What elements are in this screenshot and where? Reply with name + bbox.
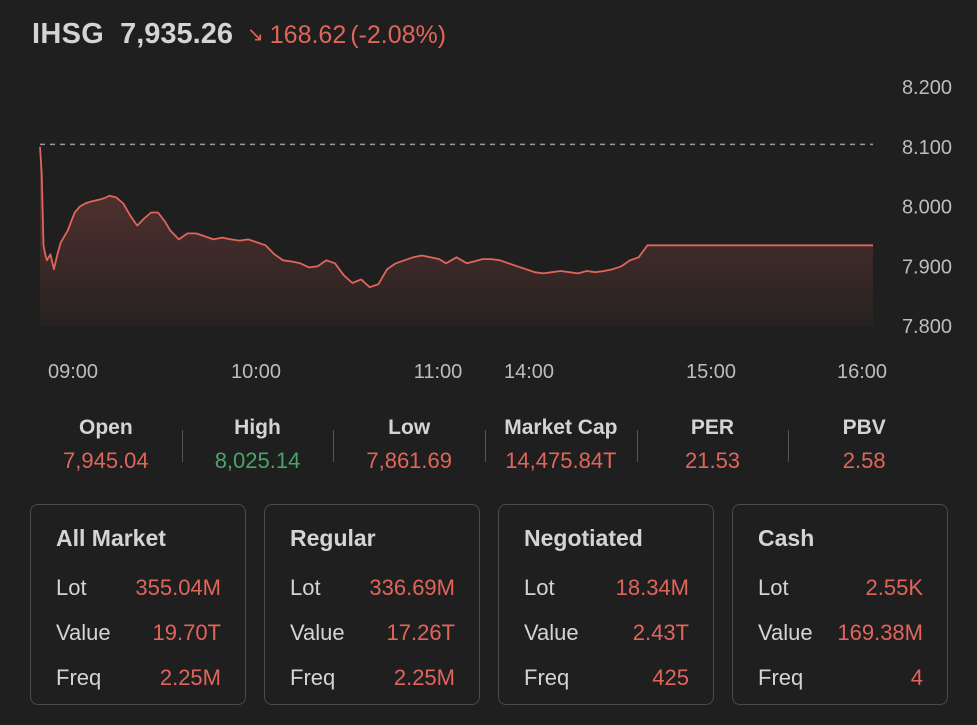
card-title: Regular (290, 525, 376, 551)
change-percent: (-2.08%) (350, 21, 447, 49)
row-value: 355.04M (135, 574, 221, 600)
row-value: 18.34M (615, 574, 689, 600)
x-tick-label: 15:00 (686, 361, 736, 383)
row-label: Lot (290, 574, 321, 600)
row-value: 2.55K (865, 574, 924, 600)
card-row-value: Value 169.38M (758, 610, 923, 655)
stat-market-cap: Market Cap 14,475.84T (485, 412, 637, 476)
card-title: Cash (758, 525, 815, 551)
row-value: 425 (652, 664, 689, 690)
x-tick-label: 11:00 (414, 361, 463, 383)
row-value: 336.69M (369, 574, 455, 600)
card-regular: Regular Lot 336.69M Value 17.26T Freq 2.25M (264, 504, 480, 705)
card-row-freq: Freq 4 (758, 655, 923, 700)
y-axis: 8.200 8.100 8.000 7.900 7.800 (902, 77, 952, 338)
card-title: All Market (56, 525, 166, 551)
card-row-freq: Freq 2.25M (56, 655, 221, 700)
market-cards: All Market Lot 355.04M Value 19.70T Freq 2.… (30, 504, 948, 705)
row-label: Value (524, 619, 579, 645)
row-label: Freq (524, 664, 570, 690)
card-row-lot: Lot 355.04M (56, 565, 221, 610)
card-row-lot: Lot 2.55K (758, 565, 923, 610)
stat-value: 14,475.84T (505, 448, 617, 473)
row-label: Value (290, 619, 345, 645)
x-axis: 09:00 10:00 11:00 14:00 15:00 16:00 (48, 361, 887, 383)
y-tick-label: 8.100 (902, 137, 952, 159)
ticker-symbol: IHSG (32, 18, 105, 50)
y-tick-label: 8.000 (902, 197, 952, 219)
stat-label: Open (79, 416, 133, 439)
row-label: Freq (758, 664, 804, 690)
card-title: Negotiated (524, 525, 643, 551)
stat-high: High 8,025.14 (181, 412, 334, 476)
stat-low: Low 7,861.69 (333, 412, 485, 476)
y-tick-label: 7.800 (902, 316, 952, 338)
arrow-down-right-icon: ↘ (247, 24, 264, 46)
stat-per: PER 21.53 (636, 412, 789, 476)
x-tick-label: 14:00 (504, 361, 554, 383)
stat-label: High (234, 416, 281, 439)
row-value: 2.25M (393, 664, 455, 690)
card-negotiated: Negotiated Lot 18.34M Value 2.43T Freq 425 (498, 504, 714, 705)
card-cash: Cash Lot 2.55K Value 169.38M Freq 4 (732, 504, 948, 705)
stat-label: PER (690, 416, 735, 439)
index-price: 7,935.26 (120, 18, 233, 50)
y-tick-label: 8.200 (902, 77, 952, 99)
stat-value: 2.58 (842, 448, 886, 473)
row-label: Value (758, 619, 813, 645)
row-label: Lot (524, 574, 555, 600)
x-tick-label: 09:00 (48, 361, 98, 383)
price-line (39, 146, 873, 289)
x-tick-label: 10:00 (231, 361, 281, 383)
card-row-lot: Lot 18.34M (524, 565, 689, 610)
card-row-value: Value 2.43T (524, 610, 689, 655)
card-row-lot: Lot 336.69M (290, 565, 455, 610)
row-label: Freq (290, 664, 336, 690)
card-row-value: Value 17.26T (290, 610, 455, 655)
x-tick-label: 16:00 (837, 361, 887, 383)
row-value: 4 (910, 664, 923, 690)
card-row-freq: Freq 425 (524, 655, 689, 700)
stat-label: PBV (842, 416, 886, 439)
card-row-value: Value 19.70T (56, 610, 221, 655)
price-change: ↘ 168.62 (-2.08%) (247, 21, 446, 50)
intraday-chart: 8.200 8.100 8.000 7.900 7.800 09:00 10:00 11:0… (39, 77, 952, 383)
card-all-market: All Market Lot 355.04M Value 19.70T Freq 2.… (30, 504, 246, 705)
row-value: 2.25M (159, 664, 221, 690)
row-value: 17.26T (386, 619, 456, 645)
stat-value: 8,025.14 (214, 448, 301, 473)
row-label: Value (56, 619, 111, 645)
row-value: 19.70T (152, 619, 222, 645)
stat-value: 7,861.69 (366, 448, 452, 473)
stat-open: Open 7,945.04 (30, 412, 182, 476)
card-row-freq: Freq 2.25M (290, 655, 455, 700)
stat-value: 21.53 (684, 448, 741, 473)
row-label: Lot (758, 574, 789, 600)
price-area (40, 146, 873, 326)
row-value: 169.38M (837, 619, 923, 645)
y-tick-label: 7.900 (902, 256, 952, 278)
stat-label: Market Cap (504, 416, 618, 439)
stat-pbv: PBV 2.58 (788, 412, 940, 476)
stat-label: Low (388, 416, 431, 439)
row-label: Freq (56, 664, 102, 690)
row-label: Lot (56, 574, 87, 600)
stat-value: 7,945.04 (63, 448, 149, 473)
header: IHSG 7,935.26 ↘ 168.62 (-2.08%) (32, 18, 446, 51)
change-value: 168.62 (269, 21, 347, 49)
stats-bar: Open 7,945.04 High 8,025.14 Low 7,861.69… (30, 412, 940, 476)
row-value: 2.43T (632, 619, 689, 645)
